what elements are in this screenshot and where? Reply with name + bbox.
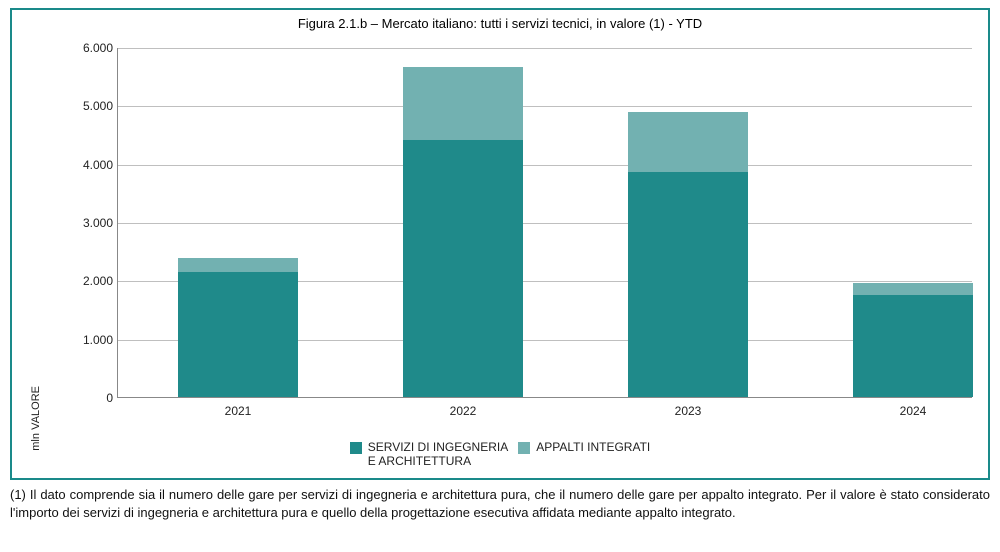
y-tick-label: 3.000 [68,216,113,230]
y-tick-label: 4.000 [68,158,113,172]
legend-label-1: APPALTI INTEGRATI [536,440,650,454]
bar-segment [178,258,298,272]
grid-line [118,165,972,166]
x-tick-label: 2024 [853,404,973,418]
y-tick-label: 6.000 [68,41,113,55]
y-axis-title-line1: VALORE [30,386,42,430]
x-tick-label: 2022 [403,404,523,418]
chart-title: Figura 2.1.b – Mercato italiano: tutti i… [12,10,988,35]
y-tick-label: 5.000 [68,99,113,113]
y-tick-label: 0 [68,391,113,405]
x-tick-label: 2023 [628,404,748,418]
x-tick-label: 2021 [178,404,298,418]
y-tick-label: 1.000 [68,333,113,347]
bar-segment [628,172,748,397]
footnote-text: (1) Il dato comprende sia il numero dell… [10,486,990,521]
legend: SERVIZI DI INGEGNERIA E ARCHITETTURA APP… [12,440,988,468]
legend-item-1: APPALTI INTEGRATI [518,440,650,468]
y-tick-label: 2.000 [68,274,113,288]
bar-segment [853,283,973,295]
legend-item-0: SERVIZI DI INGEGNERIA E ARCHITETTURA [350,440,508,468]
bar-segment [178,272,298,397]
bar-segment [853,295,973,397]
bar-segment [403,140,523,397]
legend-swatch-0 [350,442,362,454]
bar-segment [403,67,523,140]
grid-line [118,106,972,107]
legend-swatch-1 [518,442,530,454]
chart-frame: Figura 2.1.b – Mercato italiano: tutti i… [10,8,990,480]
grid-line [118,48,972,49]
bar-segment [628,112,748,172]
grid-line [118,223,972,224]
legend-label-0: SERVIZI DI INGEGNERIA E ARCHITETTURA [368,440,508,468]
plot-area: 01.0002.0003.0004.0005.0006.000202120222… [72,48,972,398]
